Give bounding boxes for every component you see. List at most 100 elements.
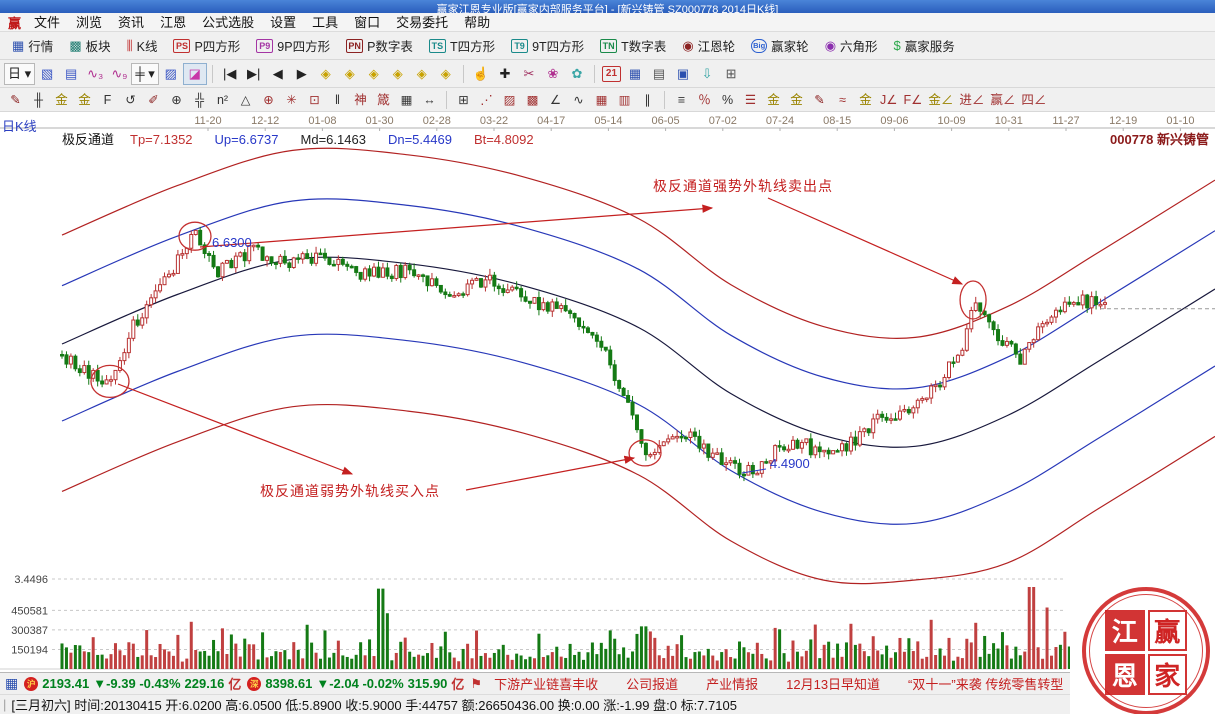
tool-winner-wheel[interactable]: Big 赢家轮 bbox=[743, 35, 817, 57]
tool-time-circle[interactable]: ⊕ bbox=[165, 90, 188, 110]
tool-fan-lines[interactable]: ⋰ bbox=[475, 90, 498, 110]
tool-square-fan[interactable]: ▨ bbox=[498, 90, 521, 110]
tool-gann-flower[interactable]: ❀ bbox=[541, 63, 565, 85]
tool-info-panel[interactable]: ▤ bbox=[59, 63, 83, 85]
tool-sectors[interactable]: ▩ 板块 bbox=[61, 35, 118, 57]
tool-t-square[interactable]: TS T四方形 bbox=[421, 35, 503, 57]
news-headline[interactable]: 下游产业链喜丰收 bbox=[494, 677, 599, 692]
tool-kline[interactable]: ⫼ K线 bbox=[119, 35, 166, 57]
tool-t-number-table[interactable]: TN T数字表 bbox=[592, 35, 674, 57]
tool-mirror-angle[interactable]: △ bbox=[234, 90, 257, 110]
tool-period-day-dropdown[interactable]: 日 ▾ bbox=[4, 62, 36, 85]
tool-shen-tool[interactable]: 神 bbox=[349, 90, 372, 110]
tool-zoom-h-out[interactable]: ◈ bbox=[362, 63, 386, 85]
tool-n-square[interactable]: n² bbox=[211, 90, 234, 110]
tool-notes[interactable]: ▤ bbox=[647, 63, 671, 85]
tool-star-circle[interactable]: ✳ bbox=[280, 90, 303, 110]
tool-hand-tool[interactable]: ☝ bbox=[469, 63, 493, 85]
tool-parallel-lines[interactable]: ∥ bbox=[636, 90, 659, 110]
tool-last-bar[interactable]: ▶| bbox=[242, 63, 266, 85]
tool-wave-band[interactable]: ≈ bbox=[831, 90, 854, 110]
tool-9p-square[interactable]: P9 9P四方形 bbox=[248, 35, 338, 57]
tool-window-style[interactable]: ▧ bbox=[35, 63, 59, 85]
tool-print[interactable]: ⊞ bbox=[719, 63, 743, 85]
tool-gann-circle[interactable]: ⊕ bbox=[257, 90, 280, 110]
tool-pattern-overlay[interactable]: ▨ bbox=[159, 63, 183, 85]
tool-speed-angle[interactable]: 进∠ bbox=[956, 90, 987, 110]
menu-formula-picker[interactable]: 公式选股 bbox=[202, 15, 255, 30]
news-headline[interactable]: “双十一”来袭 传统零售转型 bbox=[908, 677, 1064, 692]
tool-time-grid[interactable]: ╫ bbox=[27, 90, 50, 110]
menu-help[interactable]: 帮助 bbox=[464, 15, 491, 30]
tool-grid-123[interactable]: ▦ bbox=[395, 90, 418, 110]
kline-chart[interactable]: 11-20 12-12 01-08 01-30 02-28 03-22 04-17 05-14… bbox=[0, 112, 1215, 673]
tool-percent[interactable]: % bbox=[716, 90, 739, 110]
tool-indicator-3[interactable]: ∿₃ bbox=[83, 63, 107, 85]
menu-news[interactable]: 资讯 bbox=[118, 15, 145, 30]
tool-j-angle[interactable]: J∠ bbox=[877, 90, 900, 110]
tool-marker-brush[interactable]: ✐ bbox=[142, 90, 165, 110]
tool-zhen-tool[interactable]: 箴 bbox=[372, 90, 395, 110]
tool-prev-bar[interactable]: ◀ bbox=[266, 63, 290, 85]
tool-gann-wheel[interactable]: ◉ 江恩轮 bbox=[674, 35, 743, 57]
tool-p-square[interactable]: PS P四方形 bbox=[165, 35, 248, 57]
tool-shaded-square[interactable]: ▩ bbox=[521, 90, 544, 110]
news-headline[interactable]: 公司报道 bbox=[626, 677, 679, 692]
tool-brush-tool[interactable]: ✎ bbox=[4, 90, 27, 110]
tool-zoom-left[interactable]: ◈ bbox=[314, 63, 338, 85]
menu-window[interactable]: 窗口 bbox=[354, 15, 381, 30]
tool-dense-grid[interactable]: ╬ bbox=[188, 90, 211, 110]
menu-tools[interactable]: 工具 bbox=[312, 15, 339, 30]
tool-f-angle[interactable]: F∠ bbox=[900, 90, 925, 110]
tool-candle-style-dropdown[interactable]: ╪ ▾ bbox=[131, 62, 159, 85]
tool-bar-marks[interactable]: ‖ bbox=[326, 90, 349, 110]
tool-next-bar[interactable]: ▶ bbox=[290, 63, 314, 85]
tool-spiral-tool[interactable]: ↺ bbox=[119, 90, 142, 110]
tool-gold-circle[interactable]: 金 bbox=[762, 90, 785, 110]
tool-9t-square[interactable]: T9 9T四方形 bbox=[503, 35, 592, 57]
tool-zoom-right[interactable]: ◈ bbox=[338, 63, 362, 85]
tool-measure-tool[interactable]: ✂ bbox=[517, 63, 541, 85]
tool-gold-levels[interactable]: 金 bbox=[785, 90, 808, 110]
tool-crosshair-tool[interactable]: ✚ bbox=[493, 63, 517, 85]
tool-indicator-9[interactable]: ∿₉ bbox=[107, 63, 131, 85]
tool-gold-grid-a[interactable]: 金 bbox=[50, 90, 73, 110]
tool-red-grid[interactable]: ▦ bbox=[590, 90, 613, 110]
tool-first-bar[interactable]: |◀ bbox=[218, 63, 242, 85]
tool-winner-service[interactable]: $ 赢家服务 bbox=[886, 35, 963, 57]
menu-gann[interactable]: 江恩 bbox=[160, 15, 187, 30]
tool-color-analysis[interactable]: ◪ bbox=[182, 62, 207, 85]
tool-red-columns[interactable]: ▥ bbox=[613, 90, 636, 110]
tool-angle-line[interactable]: ∠ bbox=[544, 90, 567, 110]
tool-zoom-h-in[interactable]: ◈ bbox=[386, 63, 410, 85]
tool-f-square[interactable]: F bbox=[96, 90, 119, 110]
tool-box-frame[interactable]: ⊞ bbox=[452, 90, 475, 110]
tool-p-number-table[interactable]: PN P数字表 bbox=[338, 35, 421, 57]
news-headline[interactable]: 12月13日早知道 bbox=[786, 677, 881, 692]
tool-percent-retrace[interactable]: ％ bbox=[693, 90, 716, 110]
tool-four-angle[interactable]: 四∠ bbox=[1018, 90, 1049, 110]
tool-square-target[interactable]: ⊡ bbox=[303, 90, 326, 110]
tool-calendar[interactable]: 21 bbox=[601, 65, 622, 82]
tool-gold-grid-b[interactable]: 金 bbox=[73, 90, 96, 110]
tool-price-ladder[interactable]: ≡ bbox=[670, 90, 693, 110]
tool-gold-band[interactable]: 金 bbox=[854, 90, 877, 110]
menu-trade-order[interactable]: 交易委托 bbox=[396, 15, 449, 30]
menu-settings[interactable]: 设置 bbox=[270, 15, 297, 30]
news-headline[interactable]: 产业情报 bbox=[706, 677, 759, 692]
tool-quotes[interactable]: ▦ 行情 bbox=[4, 35, 61, 57]
tool-zigzag-tool[interactable]: ∿ bbox=[567, 90, 590, 110]
tool-pattern-map[interactable]: ✿ bbox=[565, 63, 589, 85]
tool-save[interactable]: ▣ bbox=[671, 63, 695, 85]
tool-gold-angle[interactable]: 金∠ bbox=[925, 90, 956, 110]
shanghai-index-quote[interactable]: 沪 2193.41 ▼-9.39 -0.43% 229.16 亿 bbox=[24, 674, 241, 693]
tool-win-angle[interactable]: 赢∠ bbox=[987, 90, 1018, 110]
tool-zoom-v-out[interactable]: ◈ bbox=[410, 63, 434, 85]
window-titlebar[interactable]: 赢家江恩专业版[赢家内部服务平台] - [新兴铸管 SZ000778 2014日… bbox=[0, 0, 1215, 13]
tool-hexagon[interactable]: ◉ 六角形 bbox=[817, 35, 886, 57]
menu-browse[interactable]: 浏览 bbox=[76, 15, 103, 30]
menu-file[interactable]: 文件 bbox=[34, 15, 61, 30]
tool-zoom-v-in[interactable]: ◈ bbox=[434, 63, 458, 85]
tool-percent-lines[interactable]: ☰ bbox=[739, 90, 762, 110]
tool-paint-tool[interactable]: ✎ bbox=[808, 90, 831, 110]
